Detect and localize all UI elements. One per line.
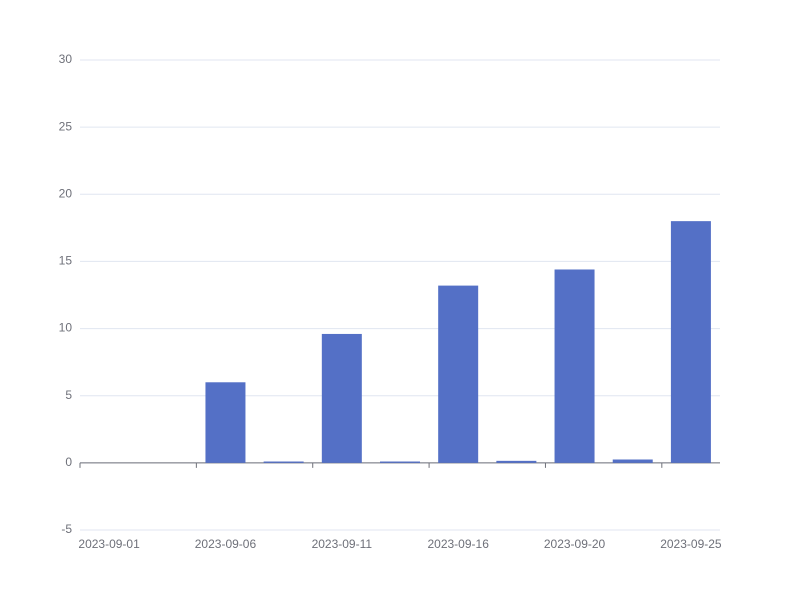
bar	[554, 269, 595, 463]
bar	[321, 333, 362, 463]
x-tick-label: 2023-09-20	[544, 537, 606, 551]
bar	[380, 461, 420, 463]
bar	[496, 460, 537, 463]
y-tick-label: 0	[65, 455, 72, 469]
y-tick-label: 10	[59, 321, 73, 335]
y-tick-label: 5	[65, 388, 72, 402]
y-tick-label: 30	[59, 52, 73, 66]
bar	[263, 461, 304, 463]
x-tick-label: 2023-09-06	[195, 537, 257, 551]
bar	[438, 285, 479, 463]
x-tick-label: 2023-09-11	[312, 537, 373, 551]
y-tick-label: 25	[59, 119, 73, 133]
x-tick-label: 2023-09-25	[660, 537, 722, 551]
x-tick-label: 2023-09-01	[78, 537, 140, 551]
bar	[205, 382, 246, 463]
y-tick-label: -5	[61, 522, 72, 536]
bar	[612, 459, 653, 463]
x-tick-label: 2023-09-16	[427, 537, 489, 551]
bar	[670, 221, 711, 463]
y-tick-label: 20	[59, 186, 73, 200]
y-tick-label: 15	[59, 254, 73, 268]
